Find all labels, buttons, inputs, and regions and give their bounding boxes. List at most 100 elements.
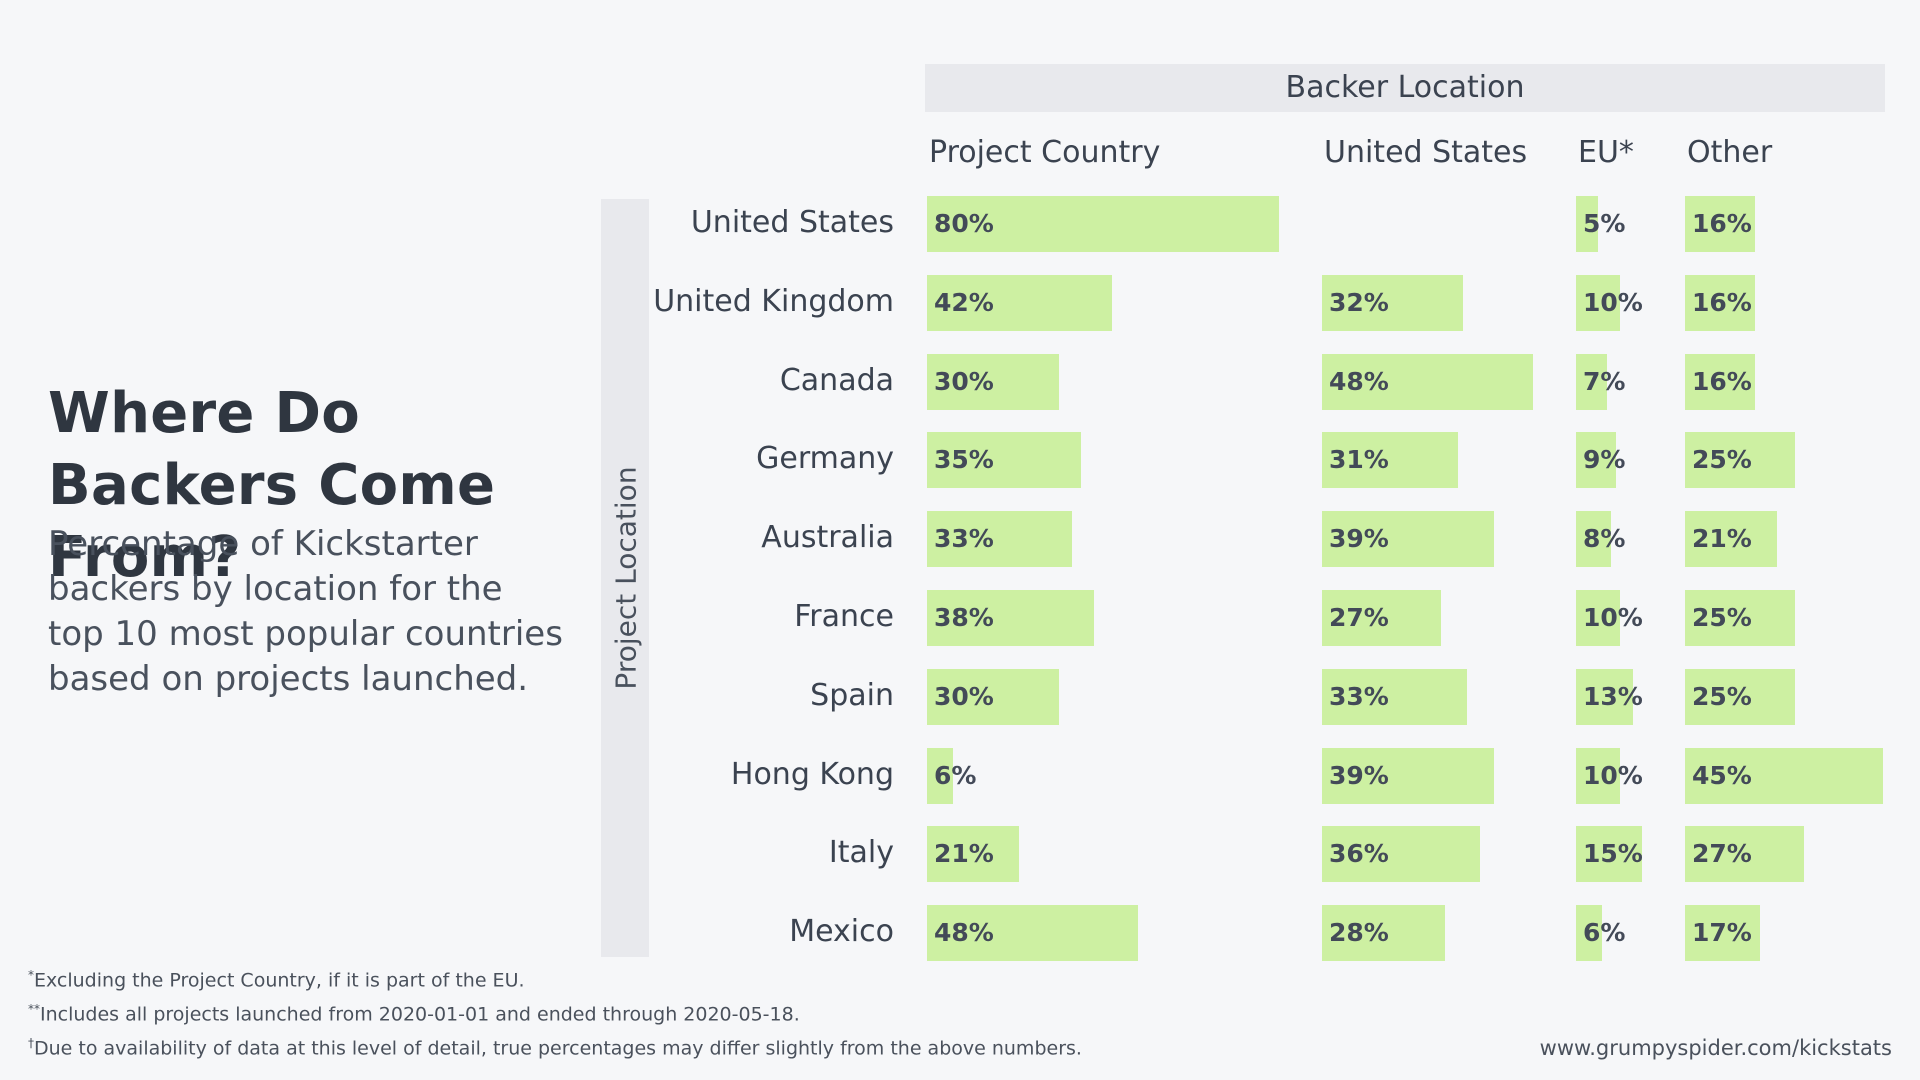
bar-value-label: 25%: [1692, 681, 1752, 711]
bar: [1576, 274, 1620, 331]
column-header-2: EU*: [1578, 135, 1634, 170]
bar-value-label: 33%: [934, 524, 994, 554]
bar-value-label: 6%: [1583, 918, 1626, 948]
bar: [1576, 196, 1598, 252]
bar-value-label: 7%: [1583, 366, 1626, 396]
bar-value-label: 30%: [934, 366, 994, 396]
bar: [927, 905, 1139, 962]
bar-value-label: 15%: [1583, 839, 1643, 869]
bar: [927, 353, 1059, 410]
bar-value-label: 31%: [1329, 445, 1389, 475]
bar-value-label: 9%: [1583, 445, 1626, 475]
row-label: France: [794, 599, 894, 634]
bar: [1322, 747, 1494, 804]
footnote-1-mark: *: [28, 968, 34, 982]
bar: [1685, 668, 1795, 725]
bar-value-label: 39%: [1329, 524, 1389, 554]
footnote-3-text: Due to availability of data at this leve…: [34, 1037, 1082, 1060]
column-header-3: Other: [1687, 135, 1773, 170]
footnote-2-mark: **: [28, 1002, 40, 1016]
bar: [1685, 590, 1795, 646]
column-header-0: Project Country: [929, 135, 1161, 170]
bar: [1685, 511, 1778, 568]
bar: [1322, 274, 1463, 331]
row-label: Spain: [810, 677, 894, 713]
bar-value-label: 28%: [1329, 918, 1389, 948]
row-label: Canada: [779, 362, 894, 398]
bar-value-label: 36%: [1329, 839, 1389, 869]
footnote-2-text: Includes all projects launched from 2020…: [40, 1003, 800, 1026]
row-label: Mexico: [789, 914, 894, 950]
bar-value-label: 39%: [1329, 760, 1389, 790]
bar-value-label: 42%: [934, 287, 994, 317]
bar: [1322, 826, 1481, 883]
bar: [1576, 511, 1612, 568]
bar: [1322, 668, 1468, 725]
bar: [927, 196, 1279, 252]
bar-value-label: 80%: [934, 209, 994, 238]
bar: [1576, 747, 1620, 804]
bar: [1576, 353, 1607, 410]
bar-value-label: 10%: [1583, 603, 1643, 632]
bar: [1576, 826, 1642, 883]
bar: [1322, 432, 1459, 489]
row-label: Australia: [761, 520, 894, 556]
bar: [927, 747, 954, 804]
row-axis-label: Project Location: [609, 466, 643, 690]
row-label: United Kingdom: [653, 283, 894, 319]
chart-title: Where Do Backers Come From?: [48, 381, 496, 590]
bar: [1322, 511, 1494, 568]
bar: [927, 274, 1112, 331]
bar-value-label: 30%: [934, 681, 994, 711]
bar-value-label: 21%: [1692, 524, 1752, 554]
column-group-header: Backer Location: [925, 64, 1885, 112]
bar-value-label: 27%: [1329, 603, 1389, 632]
bar-value-label: 27%: [1692, 839, 1752, 869]
bar: [1685, 432, 1795, 489]
bar: [1685, 826, 1804, 883]
row-label: Germany: [756, 441, 894, 477]
bar-value-label: 10%: [1583, 287, 1643, 317]
footnote-2: **Includes all projects launched from 20…: [28, 1002, 800, 1025]
bar-value-label: 38%: [934, 603, 994, 632]
bar: [1576, 590, 1620, 646]
footnote-1-text: Excluding the Project Country, if it is …: [34, 969, 525, 992]
row-axis-band: [601, 199, 649, 957]
bar-value-label: 16%: [1692, 366, 1752, 396]
column-header-1: United States: [1324, 135, 1528, 170]
footnote-1: *Excluding the Project Country, if it is…: [28, 968, 525, 991]
bar: [1685, 274, 1756, 331]
bar: [927, 590, 1095, 646]
bar: [927, 511, 1073, 568]
bar: [1685, 196, 1756, 252]
bar-value-label: 35%: [934, 445, 994, 475]
source-link[interactable]: www.grumpyspider.com/kickstats: [1539, 1036, 1892, 1060]
row-label: Hong Kong: [730, 756, 894, 792]
bar-value-label: 6%: [934, 760, 977, 790]
bar-value-label: 16%: [1692, 287, 1752, 317]
bar-value-label: 8%: [1583, 524, 1626, 554]
bar: [1322, 590, 1441, 646]
bar-value-label: 48%: [934, 918, 994, 948]
bar: [1576, 668, 1634, 725]
bar: [927, 668, 1059, 725]
row-label: Italy: [828, 835, 894, 871]
bar-value-label: 10%: [1583, 760, 1643, 790]
bar: [927, 432, 1081, 489]
bar-value-label: 32%: [1329, 287, 1389, 317]
bar: [1685, 747, 1883, 804]
bar: [1685, 353, 1756, 410]
bar: [1576, 905, 1603, 962]
bar: [927, 826, 1020, 883]
bar-value-label: 17%: [1692, 918, 1752, 948]
bar-value-label: 5%: [1583, 209, 1626, 238]
bar-value-label: 48%: [1329, 366, 1389, 396]
bar-value-label: 33%: [1329, 681, 1389, 711]
bar-value-label: 21%: [934, 839, 994, 869]
bar: [1576, 432, 1616, 489]
bar-value-label: 16%: [1692, 209, 1752, 238]
bar: [1685, 905, 1760, 962]
row-label: United States: [690, 205, 894, 240]
footnote-3: †Due to availability of data at this lev…: [28, 1036, 1082, 1059]
bar-value-label: 25%: [1692, 445, 1752, 475]
